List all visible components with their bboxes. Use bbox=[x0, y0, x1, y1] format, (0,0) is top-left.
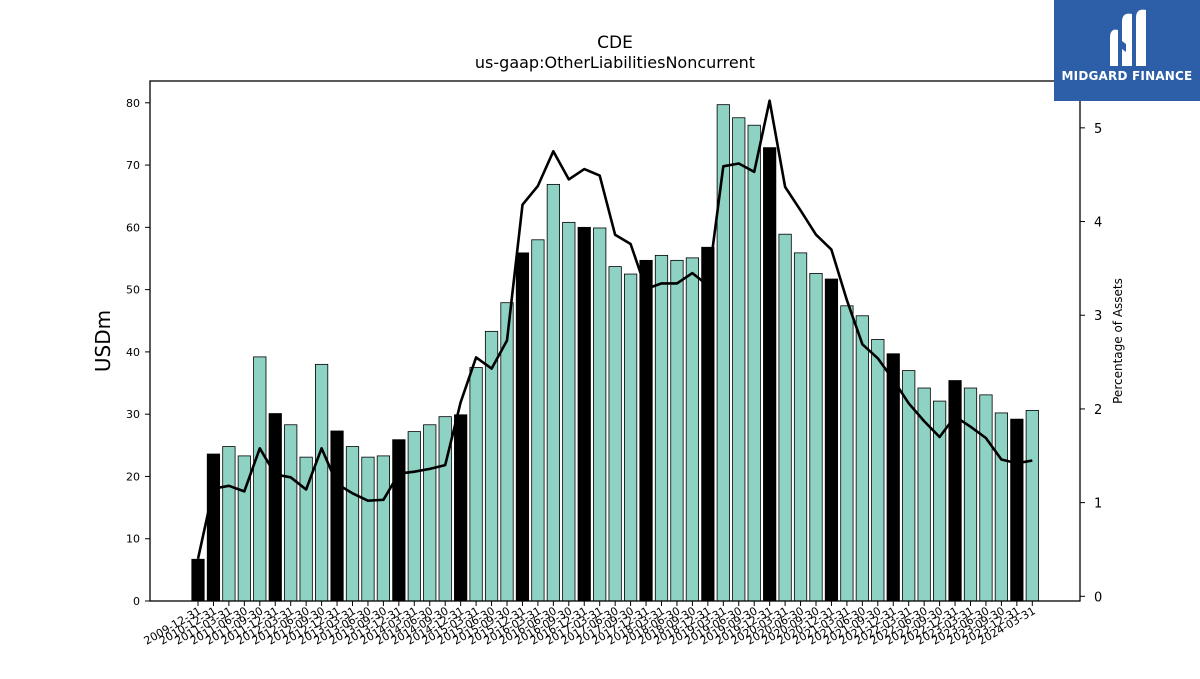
bar-2020-12-31 bbox=[824, 278, 839, 602]
y-tick-label: 20 bbox=[126, 470, 140, 483]
y-tick-label: 10 bbox=[126, 533, 140, 546]
y-axis-label: USDm bbox=[91, 310, 115, 372]
bar-2019-09-30 bbox=[747, 124, 761, 602]
bar-2016-12-31 bbox=[577, 226, 591, 602]
axes-layer: 010203040506070800123452009-12-312010-12… bbox=[126, 80, 1102, 648]
y2-tick-label: 0 bbox=[1094, 590, 1102, 605]
bar-2013-09-30 bbox=[376, 455, 391, 602]
y-tick-label: 30 bbox=[126, 408, 140, 421]
y2-tick-label: 4 bbox=[1094, 216, 1102, 231]
bar-2020-09-30 bbox=[809, 273, 823, 602]
bar-2009-12-31 bbox=[191, 558, 205, 602]
bar-2012-03-31 bbox=[284, 424, 298, 602]
bar-2021-09-30 bbox=[871, 339, 885, 602]
bar-2011-12-31 bbox=[268, 413, 282, 602]
bar-2019-03-31 bbox=[716, 104, 730, 602]
bars-layer bbox=[191, 104, 1039, 602]
chart-title: CDE bbox=[597, 33, 633, 53]
brand-logo: MIDGARD FINANCE bbox=[1054, 0, 1200, 101]
bar-2012-09-30 bbox=[314, 363, 329, 602]
bar-2017-03-31 bbox=[593, 227, 607, 602]
bar-2011-09-30 bbox=[253, 356, 267, 602]
bar-2012-12-31 bbox=[330, 430, 344, 602]
bar-2021-12-31 bbox=[886, 353, 900, 602]
y-tick-label: 80 bbox=[126, 97, 140, 110]
y2-tick-label: 3 bbox=[1094, 309, 1102, 324]
bar-2020-03-31 bbox=[778, 233, 792, 602]
bar-2013-03-31 bbox=[345, 446, 360, 602]
bar-2022-12-31 bbox=[948, 380, 962, 602]
bar-2013-12-31 bbox=[392, 439, 406, 602]
bar-2011-03-31 bbox=[222, 446, 236, 602]
y-tick-label: 0 bbox=[133, 595, 140, 608]
bar-2013-06-30 bbox=[361, 456, 375, 602]
bar-2010-12-31 bbox=[206, 453, 221, 602]
bar-2021-06-30 bbox=[855, 315, 869, 602]
bar-2017-06-30 bbox=[608, 266, 622, 602]
y2-tick-label: 1 bbox=[1094, 497, 1102, 512]
y-tick-label: 70 bbox=[126, 159, 140, 172]
bar-2014-03-31 bbox=[407, 431, 421, 602]
bar-2018-03-31 bbox=[654, 254, 669, 602]
bar-2023-03-31 bbox=[963, 387, 978, 602]
bar-2016-06-30 bbox=[546, 183, 560, 602]
bar-2018-12-31 bbox=[701, 246, 715, 602]
y-tick-label: 40 bbox=[126, 346, 140, 359]
bar-2021-03-31 bbox=[840, 305, 854, 602]
bar-2015-06-30 bbox=[484, 330, 499, 602]
percentage-line bbox=[196, 99, 1033, 560]
bar-2020-06-30 bbox=[793, 252, 808, 602]
bar-2014-06-30 bbox=[423, 424, 437, 602]
bar-2016-09-30 bbox=[562, 221, 576, 602]
brand-name: MIDGARD FINANCE bbox=[1061, 69, 1193, 83]
bar-2018-06-30 bbox=[670, 259, 684, 602]
y2-axis-label: Percentage of Assets bbox=[1111, 278, 1125, 404]
bar-2019-06-30 bbox=[732, 117, 746, 602]
bar-2017-12-31 bbox=[639, 259, 653, 602]
y2-tick-label: 2 bbox=[1094, 403, 1102, 418]
bar-2014-12-31 bbox=[454, 414, 468, 602]
bar-2019-12-31 bbox=[763, 147, 777, 602]
bar-2024-03-31 bbox=[1025, 410, 1039, 602]
logo-mark-icon bbox=[1110, 9, 1146, 66]
bar-2023-09-30 bbox=[994, 412, 1009, 602]
y2-tick-label: 5 bbox=[1094, 122, 1102, 137]
line-layer bbox=[196, 99, 1033, 560]
bar-2016-03-31 bbox=[531, 239, 545, 602]
chart-subtitle: us-gaap:OtherLiabilitiesNoncurrent bbox=[475, 53, 755, 72]
y-tick-label: 50 bbox=[126, 284, 140, 297]
bar-2023-06-30 bbox=[979, 394, 993, 602]
bar-2015-12-31 bbox=[515, 252, 530, 602]
y-tick-label: 60 bbox=[126, 221, 140, 234]
bar-2018-09-30 bbox=[685, 257, 700, 602]
bar-2023-12-31 bbox=[1010, 418, 1024, 602]
bar-2015-03-31 bbox=[469, 367, 483, 602]
bar-2017-09-30 bbox=[624, 273, 638, 602]
